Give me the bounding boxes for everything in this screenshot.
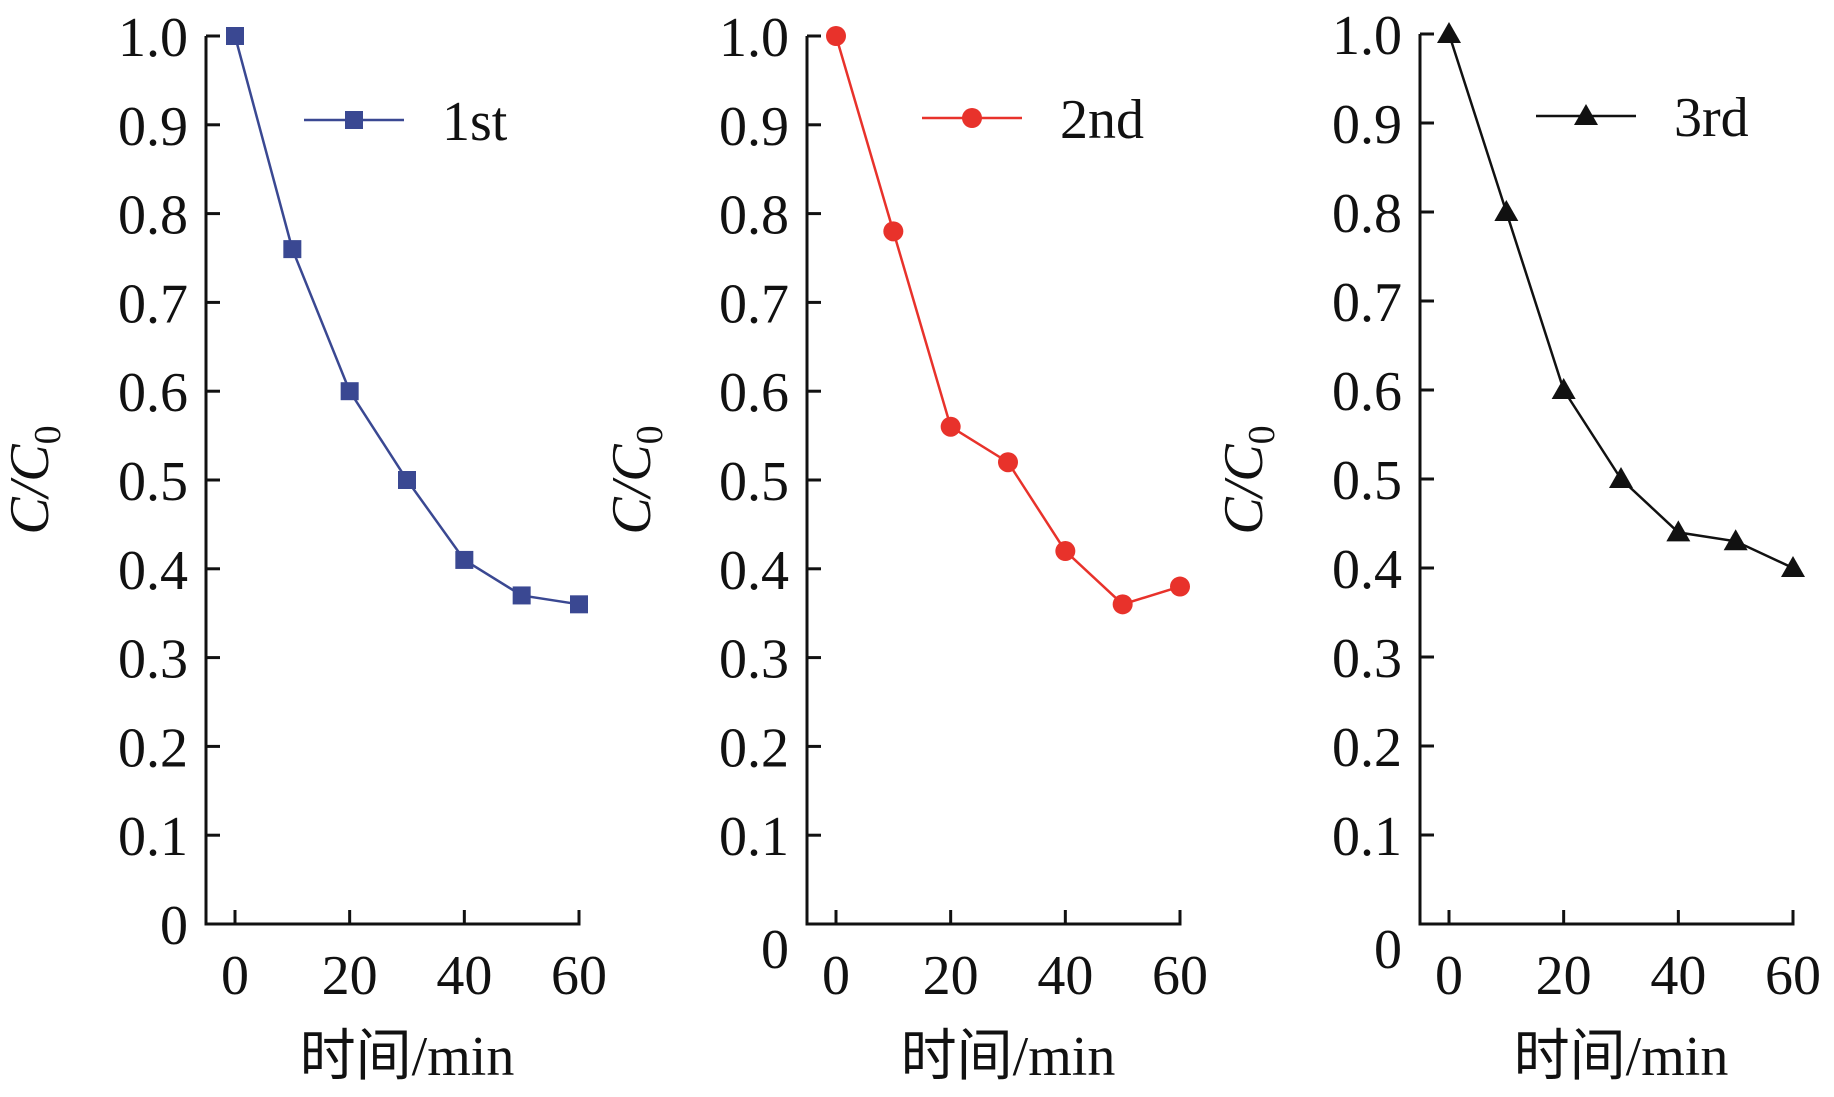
data-point-2nd bbox=[1055, 541, 1076, 562]
data-point-3rd bbox=[1551, 378, 1576, 399]
y-tick-label: 0.4 bbox=[118, 540, 188, 602]
data-point-2nd bbox=[1112, 594, 1133, 615]
series-line-1st bbox=[233, 35, 580, 606]
data-point-1st bbox=[283, 240, 302, 259]
chart-panel-2: 0 0.1 0.2 0.3 0.4 0.5 0.6 0.7 0.8 0.9 1.0 0 20 40 60 时间… bbox=[601, 7, 1208, 1088]
data-point-1st bbox=[455, 550, 474, 569]
y-tick-label: 0.4 bbox=[1332, 539, 1402, 601]
data-point-2nd bbox=[883, 221, 904, 242]
y-axis-label-subscript: 0 bbox=[27, 425, 69, 444]
y-axis-label: C/C0 bbox=[1213, 425, 1283, 534]
y-tick-label: 0 bbox=[761, 919, 789, 981]
y-tick-label: 0.9 bbox=[1332, 94, 1402, 156]
y-axis-label: C/C0 bbox=[601, 425, 671, 534]
x-tick-label: 20 bbox=[923, 945, 979, 1007]
y-tick-label: 0.8 bbox=[118, 185, 188, 247]
x-tick-label: 20 bbox=[322, 945, 378, 1007]
y-tick-label: 0 bbox=[1374, 919, 1402, 981]
data-point-1st bbox=[398, 471, 416, 489]
x-tick-label: 0 bbox=[822, 945, 850, 1007]
y-axis-label-main: C/C bbox=[601, 444, 663, 535]
chart-panel-3: 0 0.1 0.2 0.3 0.4 0.5 0.6 0.7 0.8 0.9 1.0 0 20 40 60 时间… bbox=[1213, 5, 1821, 1088]
data-point-2nd bbox=[998, 452, 1018, 473]
y-tick-label: 0.7 bbox=[118, 273, 188, 335]
legend-marker-circle bbox=[962, 108, 982, 128]
y-tick-label: 0.9 bbox=[118, 96, 188, 158]
x-tick-label: 60 bbox=[1152, 945, 1208, 1007]
legend-label: 2nd bbox=[1060, 89, 1144, 151]
x-tick-label: 0 bbox=[221, 945, 249, 1007]
y-tick-label: 1.0 bbox=[1332, 5, 1402, 67]
y-axis-label-subscript: 0 bbox=[1241, 425, 1283, 444]
legend-marker-square bbox=[345, 111, 363, 129]
legend-label: 1st bbox=[442, 91, 508, 153]
data-point-3rd bbox=[1666, 520, 1691, 542]
y-tick-label: 0.8 bbox=[719, 185, 789, 247]
y-tick-label: 0 bbox=[160, 895, 188, 957]
chart-panel-1: 0 0.1 0.2 0.3 0.4 0.5 0.6 0.7 0.8 0.9 1.0 0 20 40 60 时间… bbox=[0, 7, 607, 1088]
legend: 1st bbox=[304, 91, 508, 153]
data-point-2nd bbox=[1170, 576, 1190, 597]
y-tick-label: 0.3 bbox=[118, 629, 188, 691]
data-point-1st bbox=[226, 27, 244, 45]
y-tick-label: 0.3 bbox=[719, 629, 789, 691]
y-tick-label: 0.8 bbox=[1332, 183, 1402, 245]
data-point-3rd bbox=[1723, 529, 1748, 551]
x-axis-label: 时间/min bbox=[1514, 1026, 1729, 1088]
legend-marker-triangle bbox=[1574, 104, 1598, 125]
y-tick-label: 0.9 bbox=[719, 96, 789, 158]
y-tick-label: 0.1 bbox=[719, 806, 789, 868]
y-tick-label: 0.2 bbox=[719, 717, 789, 779]
y-tick-label: 0.3 bbox=[1332, 628, 1402, 690]
x-tick-label: 40 bbox=[1650, 945, 1706, 1007]
x-tick-label: 40 bbox=[1037, 945, 1093, 1007]
data-point-3rd bbox=[1781, 556, 1805, 577]
y-tick-label: 0.7 bbox=[719, 273, 789, 335]
y-axis-label-main: C/C bbox=[1213, 444, 1275, 535]
y-tick-label: 0.1 bbox=[1332, 806, 1402, 868]
y-tick-label: 0.4 bbox=[719, 540, 789, 602]
y-tick-label: 0.7 bbox=[1332, 272, 1402, 334]
y-tick-label: 1.0 bbox=[118, 7, 188, 69]
data-point-1st bbox=[570, 595, 588, 614]
data-point-2nd bbox=[940, 416, 961, 437]
x-axis-label: 时间/min bbox=[300, 1026, 515, 1088]
legend: 2nd bbox=[922, 89, 1144, 151]
y-tick-label: 0.6 bbox=[1332, 361, 1402, 423]
y-tick-label: 1.0 bbox=[719, 7, 789, 69]
data-point-3rd bbox=[1609, 467, 1633, 488]
y-tick-label: 0.5 bbox=[118, 451, 188, 513]
x-axis-label: 时间/min bbox=[901, 1026, 1116, 1088]
x-tick-label: 60 bbox=[1765, 945, 1821, 1007]
x-tick-label: 0 bbox=[1435, 945, 1463, 1007]
y-tick-label: 0.6 bbox=[719, 362, 789, 424]
y-tick-label: 0.6 bbox=[118, 362, 188, 424]
data-point-1st bbox=[512, 586, 531, 605]
y-tick-label: 0.5 bbox=[1332, 450, 1402, 512]
data-point-3rd bbox=[1494, 200, 1519, 221]
legend: 3rd bbox=[1536, 87, 1749, 149]
data-point-1st bbox=[340, 382, 359, 401]
data-point-2nd bbox=[826, 26, 846, 46]
y-axis-label-subscript: 0 bbox=[629, 425, 671, 444]
x-tick-label: 60 bbox=[551, 945, 607, 1007]
y-axis-label: C/C0 bbox=[0, 425, 69, 534]
x-tick-label: 20 bbox=[1536, 945, 1592, 1007]
y-tick-label: 0.5 bbox=[719, 451, 789, 513]
y-axis-label-main: C/C bbox=[0, 444, 61, 535]
x-tick-label: 40 bbox=[436, 945, 492, 1007]
y-tick-label: 0.2 bbox=[1332, 717, 1402, 779]
legend-label: 3rd bbox=[1674, 87, 1749, 149]
y-tick-label: 0.1 bbox=[118, 806, 188, 868]
data-point-3rd bbox=[1437, 22, 1461, 43]
y-tick-label: 0.2 bbox=[118, 717, 188, 779]
